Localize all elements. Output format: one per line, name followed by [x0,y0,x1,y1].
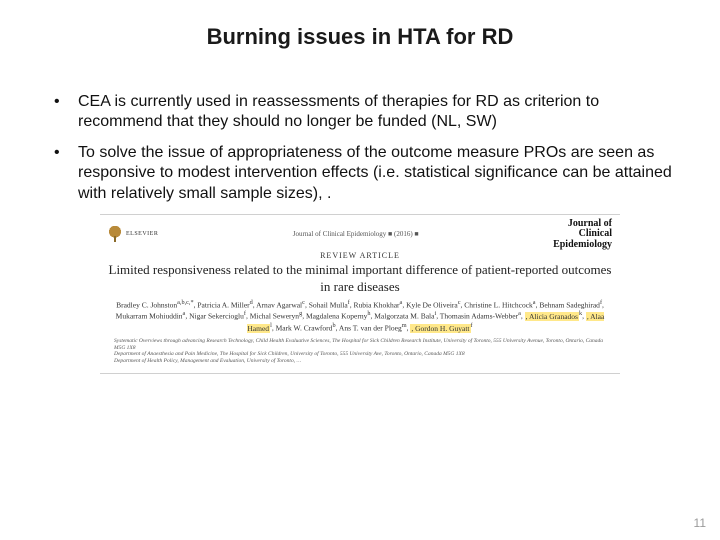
author: , Mark W. Crawford [272,324,333,333]
author: , Rubia Khokhar [350,300,400,309]
author: , Arnav Agarwal [253,300,302,309]
page-number: 11 [694,516,706,530]
author: , Behnam Sadeghirad [536,300,600,309]
journal-name-line: Epidemiology [553,240,612,251]
author: , Sohail Mulla [305,300,348,309]
author-highlighted: , Gordon H. Guyatt [410,324,470,333]
citation-card: ELSEVIER Journal of Clinical Epidemiolog… [100,214,620,374]
author: , Christine L. Hitchcock [461,300,533,309]
bullet-list: CEA is currently used in reassessments o… [36,92,684,204]
author: , Magdalena Koperny [302,312,367,321]
affiliation-line: Department of Health Policy, Management … [114,358,606,365]
slide: Burning issues in HTA for RD CEA is curr… [0,0,720,540]
author: , Malgorzata M. Bala [371,312,435,321]
author: , Nigar Sekercioglu [185,312,244,321]
paper-title: Limited responsiveness related to the mi… [108,262,612,295]
author: , Michal Seweryn [246,312,299,321]
author-list: Bradley C. Johnstona,b,c,*, Patricia A. … [108,299,612,334]
review-label: REVIEW ARTICLE [108,251,612,260]
journal-name: Journal of Clinical Epidemiology [553,219,612,251]
affiliations: Systematic Overviews through advancing R… [108,338,612,368]
journal-reference: Journal of Clinical Epidemiology ■ (2016… [293,230,419,238]
author: , Thomasin Adams-Webber [436,312,518,321]
author-highlighted: , Alicia Granados [525,312,579,321]
slide-title: Burning issues in HTA for RD [36,24,684,50]
author: , Patricia A. Miller [194,300,250,309]
author: , Kyle De Oliveira [402,300,457,309]
citation-header: ELSEVIER Journal of Clinical Epidemiolog… [108,221,612,247]
bullet-item: CEA is currently used in reassessments o… [54,92,684,133]
author: Bradley C. Johnston [116,300,177,309]
affiliation-line: Systematic Overviews through advancing R… [114,338,606,352]
elsevier-tree-icon [108,226,122,242]
publisher-mark: ELSEVIER [108,226,158,242]
publisher-name: ELSEVIER [126,231,158,237]
author: , Ans T. van der Ploeg [336,324,402,333]
bullet-item: To solve the issue of appropriateness of… [54,143,684,204]
